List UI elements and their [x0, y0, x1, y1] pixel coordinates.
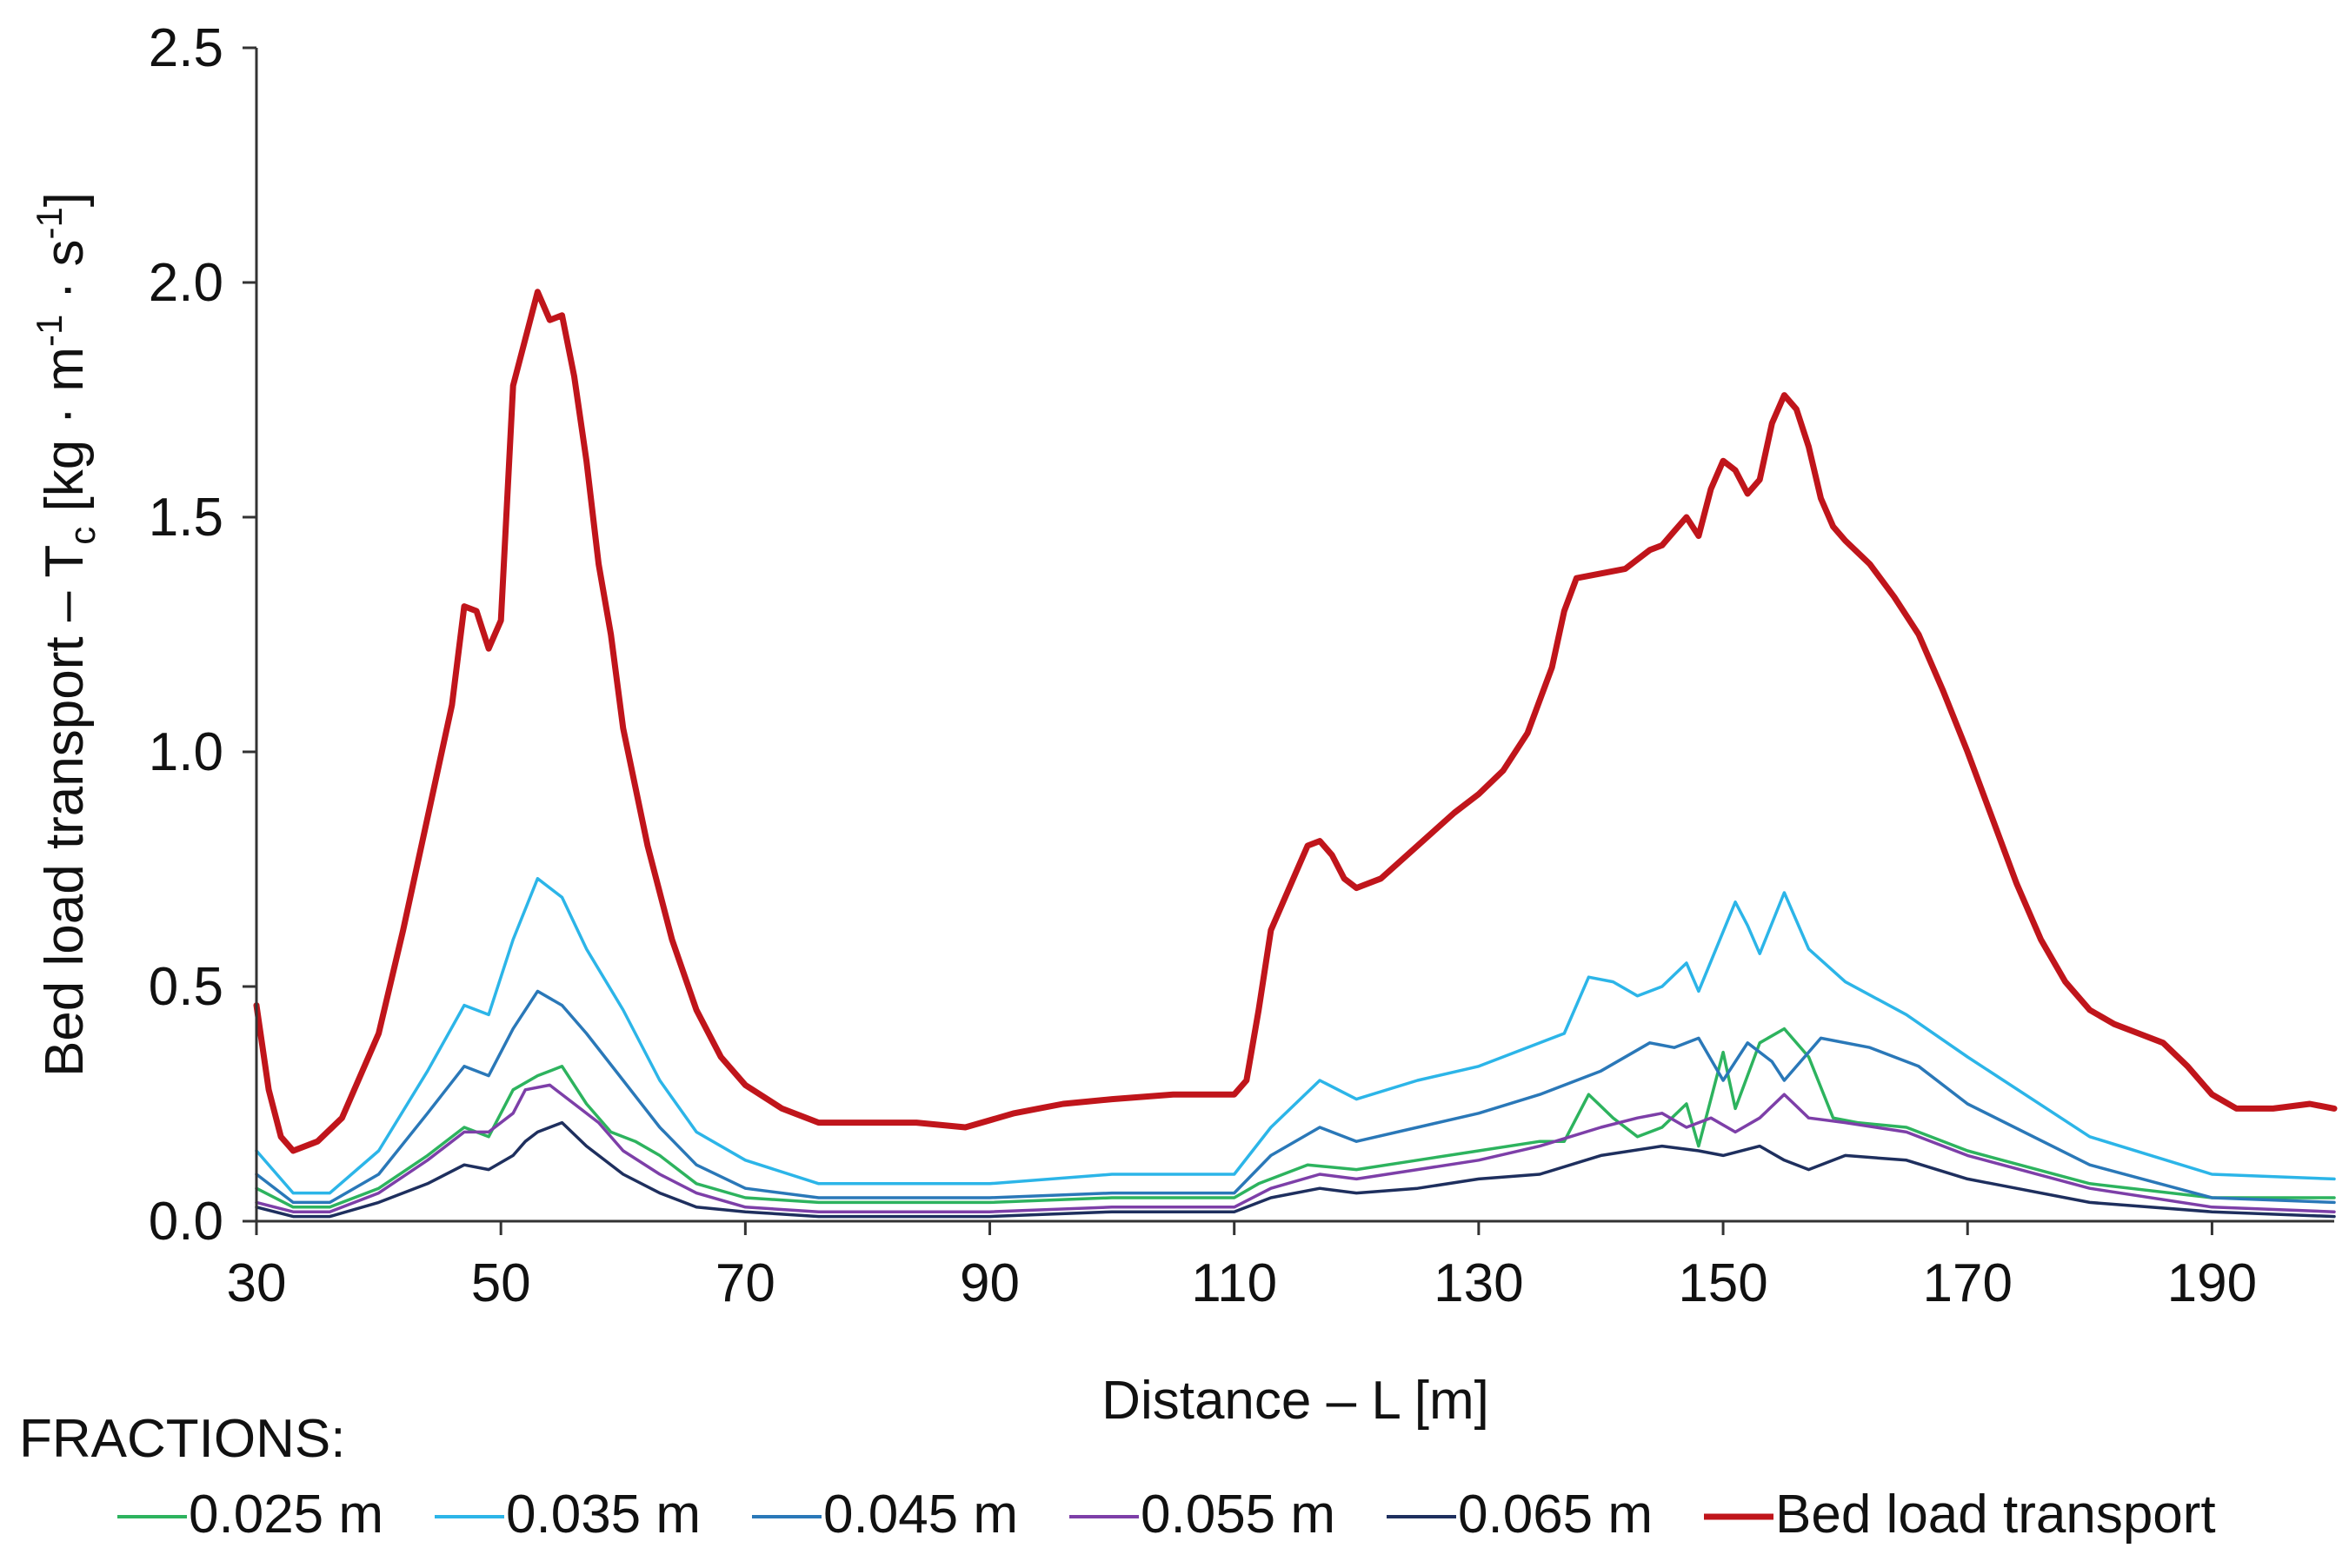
x-axis-ticks: 30 50 70 90 110 130 150 170 190	[227, 1221, 2257, 1313]
x-tick-label: 30	[227, 1253, 287, 1313]
x-tick-label: 130	[1434, 1253, 1523, 1313]
y-axis-label-exp2: -1	[29, 207, 70, 239]
x-tick-label: 150	[1678, 1253, 1767, 1313]
y-axis-label-subscript: c	[62, 527, 103, 545]
series-line-0-045-m	[255, 989, 2336, 1205]
y-axis-label-main: Bed load transport – T	[35, 545, 95, 1077]
y-axis-label-exp1: -1	[29, 315, 70, 347]
y-tick-label: 2.5	[149, 18, 223, 78]
series-line-0-055-m	[255, 1083, 2336, 1213]
x-tick-label: 190	[2167, 1253, 2257, 1313]
y-axis-label-units-mid: · s	[35, 240, 95, 315]
y-tick-label: 2.0	[149, 253, 223, 313]
x-tick-label: 50	[471, 1253, 531, 1313]
series-line-0-025-m	[255, 1027, 2336, 1209]
y-tick-label: 1.5	[149, 488, 223, 548]
series-line-0-035-m	[255, 877, 2336, 1195]
legend-label: 0.065 m	[1458, 1485, 1653, 1545]
y-tick-label: 1.0	[149, 722, 223, 782]
x-tick-label: 110	[1191, 1253, 1277, 1313]
y-tick-label: 0.5	[149, 957, 223, 1017]
legend-label: 0.045 m	[823, 1485, 1018, 1545]
legend-title: FRACTIONS:	[19, 1409, 345, 1469]
x-tick-label: 70	[715, 1253, 775, 1313]
legend-label: 0.025 m	[189, 1485, 383, 1545]
x-tick-label: 170	[1923, 1253, 2013, 1313]
legend-label: Bed load transport	[1775, 1485, 2216, 1545]
legend-label: 0.035 m	[506, 1485, 701, 1545]
y-axis-label-units-open: [kg · m	[35, 347, 95, 527]
y-axis-label: Bed load transport – Tc [kg · m-1 · s-1]	[29, 192, 103, 1077]
series-line-bed-load-transport	[253, 289, 2338, 1154]
x-axis-label: Distance – L [m]	[1101, 1371, 1489, 1431]
y-axis-label-units-close: ]	[35, 192, 95, 207]
legend: 0.025 m 0.035 m 0.045 m 0.055 m 0.065 m Bed l…	[117, 1485, 2216, 1545]
y-axis-ticks: 0.0 0.5 1.0 1.5 2.0 2.5	[149, 18, 256, 1252]
series-lines	[253, 289, 2338, 1219]
y-tick-label: 0.0	[149, 1192, 223, 1252]
series-line-0-065-m	[255, 1120, 2336, 1219]
legend-label: 0.055 m	[1141, 1485, 1335, 1545]
x-tick-label: 90	[960, 1253, 1020, 1313]
